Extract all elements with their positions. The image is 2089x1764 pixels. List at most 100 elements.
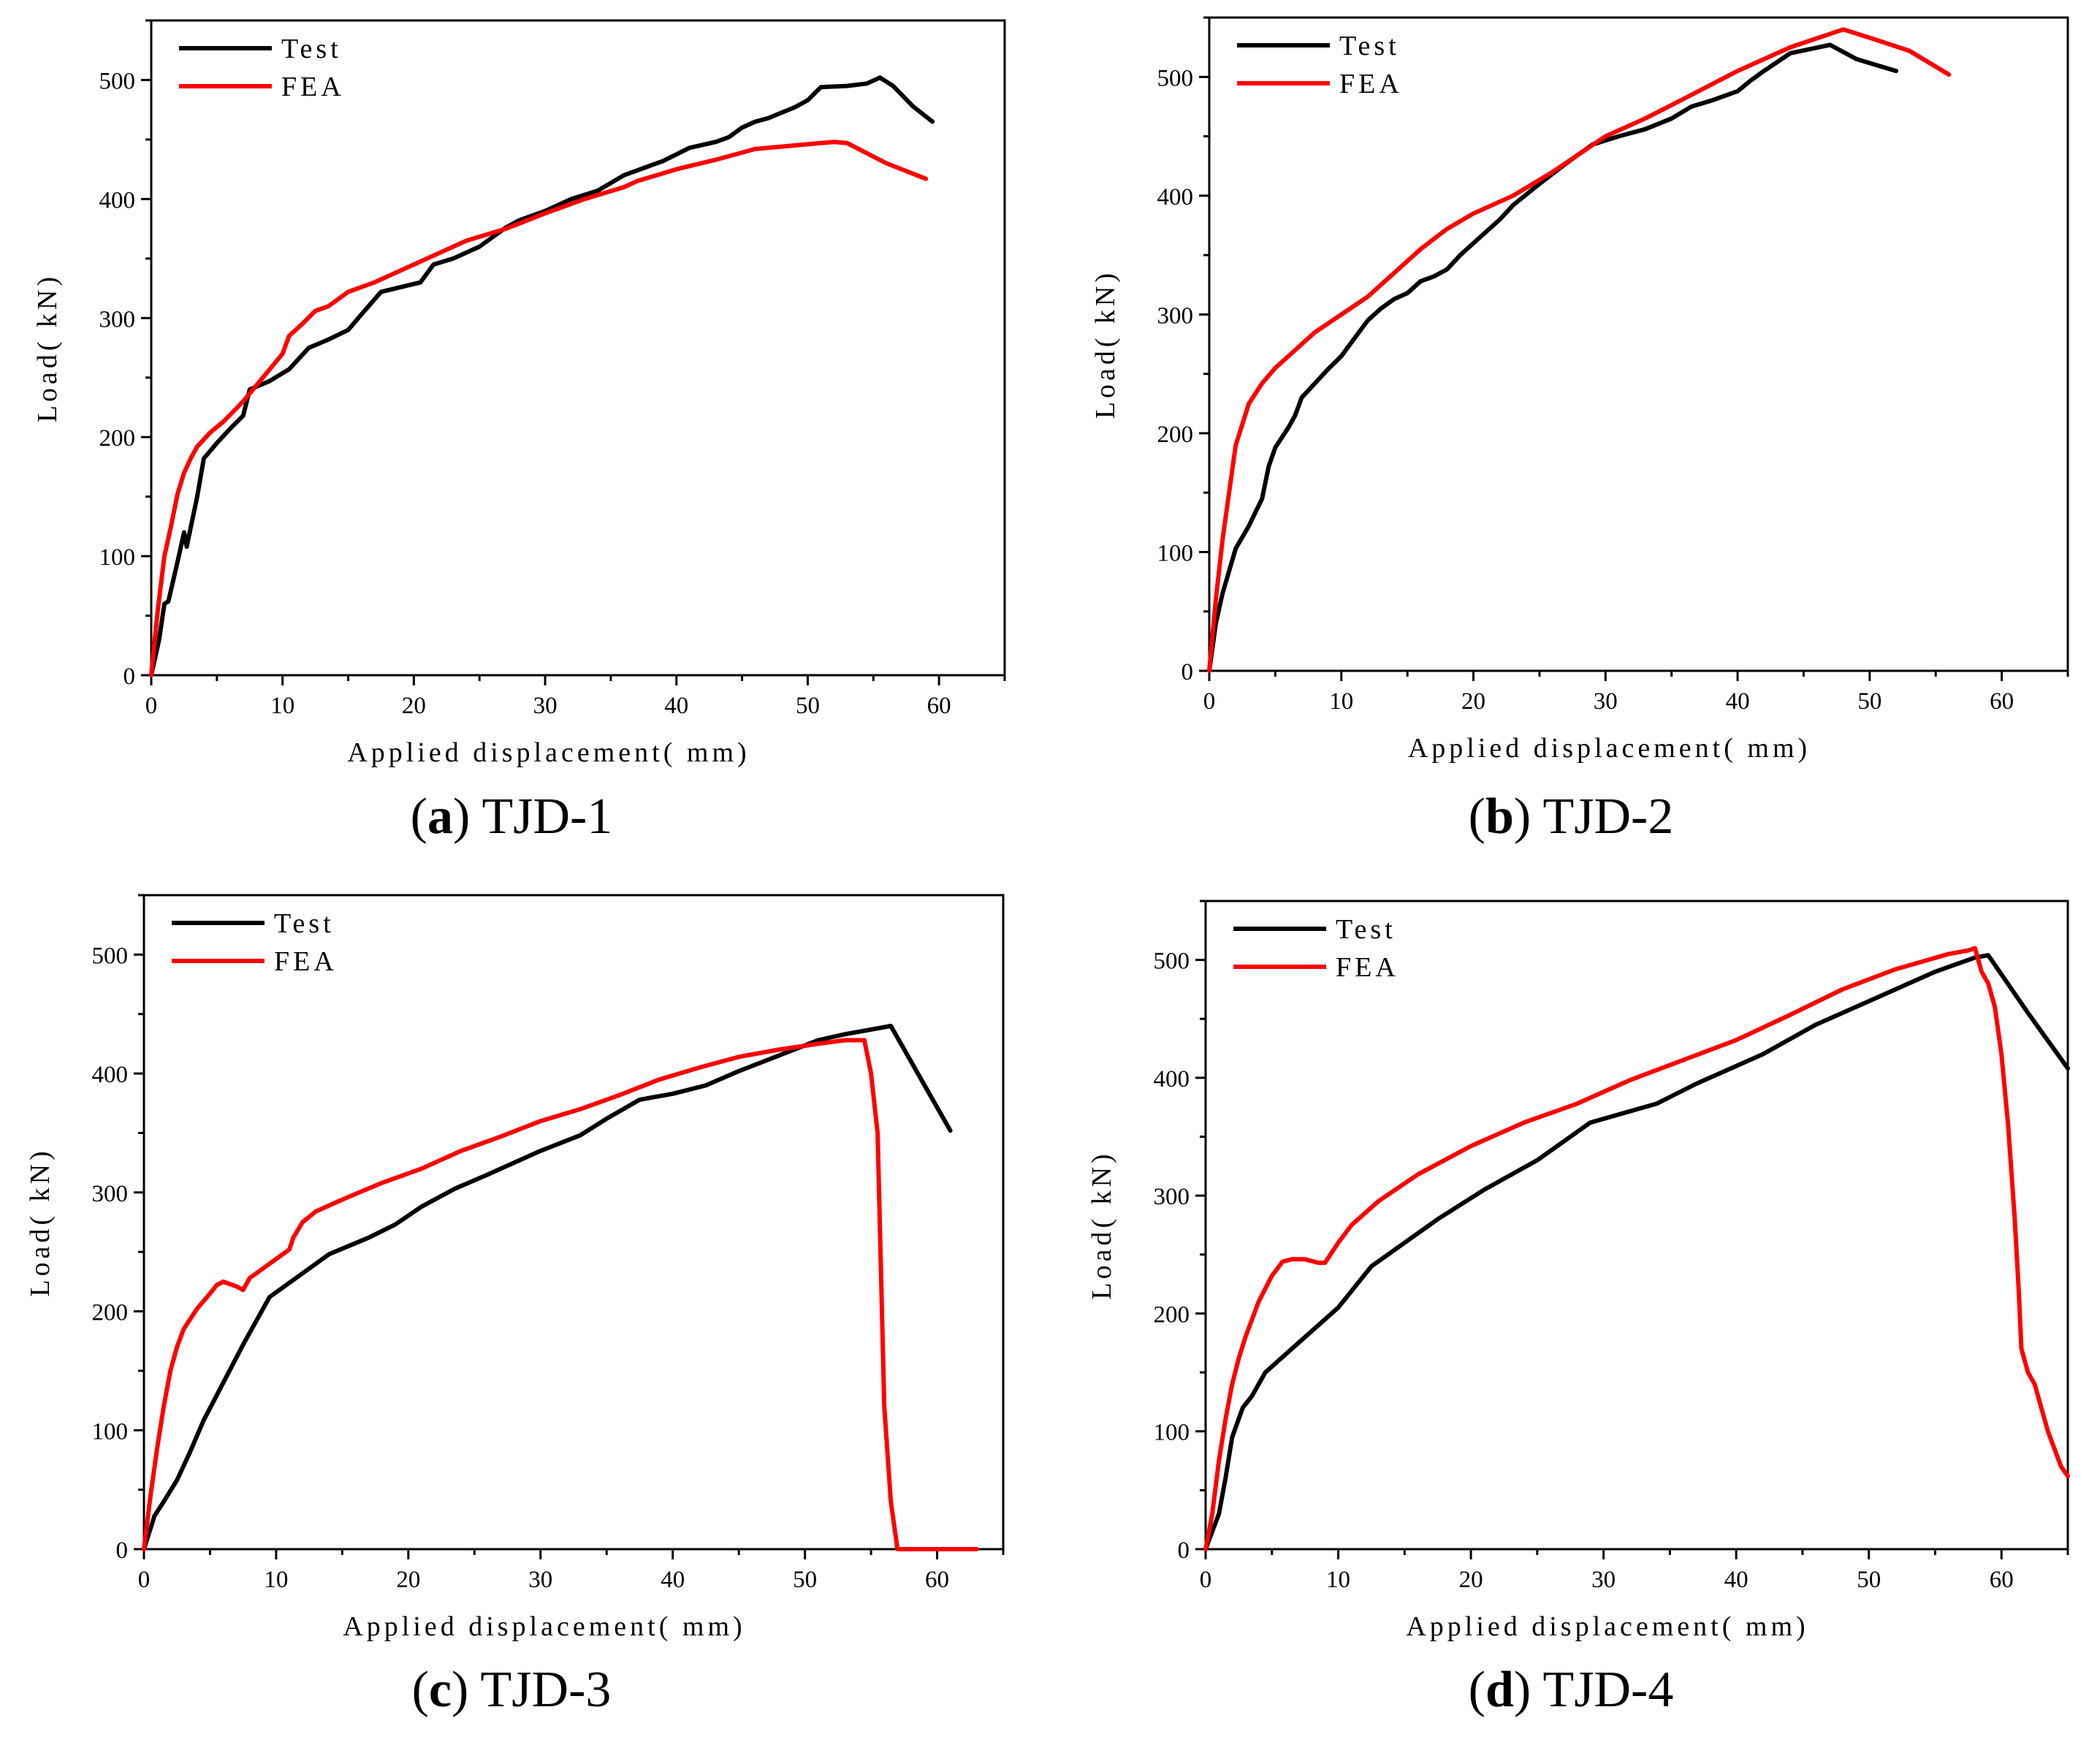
y-tick-label: 500 [92,943,129,969]
x-tick-label: 0 [145,693,158,719]
y-tick-label: 400 [1157,184,1194,210]
y-tick-label: 200 [1157,422,1194,448]
chart-tjd-3: 0 10 20 30 40 50 60 0 100 200 300 400 500 Applied dis… [25,894,1005,1718]
series-line-fea [149,140,929,677]
series-line-test [149,75,935,677]
x-axis-label: Applied displacement( mm) [1406,1611,1808,1642]
x-tick-label: 40 [664,693,688,719]
legend-label-test: Test [1336,914,1396,945]
x-tick-label: 20 [402,693,426,719]
y-tick-label: 500 [99,68,136,94]
x-tick-label: 40 [1726,688,1750,715]
x-axis-label: Applied displacement( mm) [1408,733,1811,764]
y-tick-label: 400 [1154,1066,1190,1092]
chart-caption: (a) TJD-1 [411,788,613,845]
legend-label-fea: FEA [274,946,338,977]
chart-tjd-1: 0 10 20 30 40 50 60 0 100 200 300 400 500 Applied dis… [32,19,1006,845]
x-axis-label: Applied displacement( mm) [343,1611,745,1642]
x-tick-label: 40 [1724,1567,1749,1593]
x-tick-label: 30 [528,1567,552,1593]
x-tick-label: 0 [1200,1567,1212,1593]
y-tick-label: 300 [1157,303,1194,329]
legend-label-fea: FEA [281,72,345,102]
y-axis-label: Load( kN) [1087,1150,1117,1299]
x-tick-label: 10 [1329,688,1353,715]
caption-letter: d [1485,1662,1514,1718]
x-tick-label: 0 [1203,688,1216,715]
series-line-test [142,1024,953,1551]
plot-frame [1204,900,2069,1551]
caption-close: ) TJD-1 [453,788,612,845]
x-tick-label: 30 [1594,688,1618,715]
x-tick-label: 60 [927,693,951,719]
x-tick-label: 50 [1857,1567,1881,1593]
y-tick-label: 200 [92,1300,129,1326]
x-tick-label: 40 [661,1567,685,1593]
y-tick-label: 300 [99,306,136,332]
y-tick-label: 100 [1157,540,1194,566]
y-tick-label: 100 [92,1418,129,1445]
y-tick-label: 200 [99,425,136,452]
plot-frame [1208,16,2069,672]
legend-label-fea: FEA [1336,952,1399,983]
y-tick-label: 200 [1154,1301,1190,1328]
plot-frame [142,894,1005,1551]
x-tick-label: 30 [533,693,558,719]
legend-label-test: Test [274,908,335,939]
series-line-test [1203,953,2070,1551]
x-tick-label: 0 [138,1567,151,1593]
series-line-test [1207,42,1898,673]
chart-tjd-4: 0 10 20 30 40 50 60 0 100 200 300 400 500 Applied dis… [1087,900,2070,1718]
chart-caption: (b) TJD-2 [1469,788,1674,845]
x-tick-label: 60 [1990,688,2014,715]
y-tick-label: 0 [1178,1537,1190,1564]
y-tick-label: 400 [92,1062,129,1088]
series-line-fea [1203,946,2070,1551]
x-axis-label: Applied displacement( mm) [347,737,750,768]
y-tick-label: 500 [1154,948,1190,975]
x-tick-label: 20 [1461,688,1485,715]
chart-caption: (c) TJD-3 [412,1662,612,1718]
series-line-fea [1207,27,1952,673]
y-tick-label: 0 [1182,659,1194,685]
chart-tjd-2: 0 10 20 30 40 50 60 0 100 200 300 400 500 Applied dis… [1090,16,2069,845]
legend-label-test: Test [281,34,342,64]
caption-close: ) TJD-3 [452,1662,611,1718]
caption-close: ) TJD-4 [1514,1662,1673,1718]
y-tick-label: 500 [1157,65,1194,91]
x-tick-label: 10 [270,693,294,719]
y-tick-label: 400 [99,187,136,213]
plot-frame [150,19,1006,677]
x-tick-label: 20 [1459,1567,1483,1593]
x-tick-label: 10 [264,1567,288,1593]
caption-close: ) TJD-2 [1514,788,1673,845]
y-axis-label: Load( kN) [1090,270,1121,419]
x-tick-label: 50 [1857,688,1881,715]
x-tick-label: 30 [1591,1567,1616,1593]
legend-label-fea: FEA [1339,69,1403,99]
chart-caption: (d) TJD-4 [1469,1662,1674,1718]
y-tick-label: 100 [99,544,136,571]
y-tick-label: 100 [1154,1420,1190,1446]
caption-letter: b [1485,788,1514,845]
caption-letter: c [429,1662,452,1718]
caption-open: ( [1469,788,1485,845]
x-tick-label: 50 [796,693,820,719]
legend-label-test: Test [1339,31,1400,61]
x-tick-label: 60 [925,1567,949,1593]
y-tick-label: 0 [123,664,136,690]
caption-open: ( [411,788,427,845]
y-tick-label: 300 [1154,1184,1190,1210]
y-tick-label: 0 [116,1537,129,1564]
x-tick-label: 50 [793,1567,817,1593]
caption-open: ( [1469,1662,1485,1718]
x-tick-label: 10 [1326,1567,1350,1593]
x-tick-label: 60 [1990,1567,2014,1593]
caption-letter: a [427,788,453,845]
y-tick-label: 300 [92,1181,129,1207]
y-axis-label: Load( kN) [32,273,63,422]
x-tick-label: 20 [396,1567,420,1593]
y-axis-label: Load( kN) [25,1147,56,1296]
series-line-fea [142,1038,979,1551]
